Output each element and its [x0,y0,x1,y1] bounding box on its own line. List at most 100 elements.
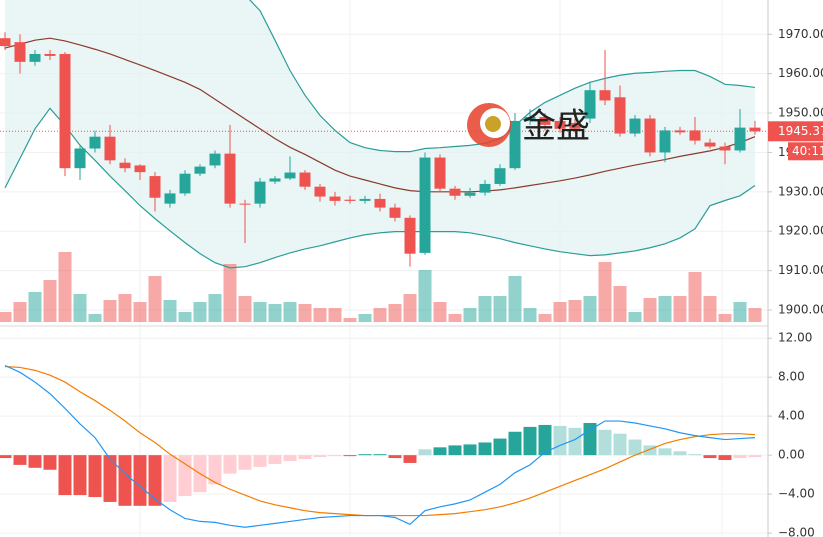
countdown-label: 40:11 [792,144,823,158]
volume-bar [433,302,447,322]
histogram-bar [148,455,162,506]
y-tick-label: 1920.00 [778,224,823,238]
histogram-bar [13,455,27,465]
volume-bar [298,304,312,322]
volume-bar [328,308,342,322]
histogram-bar [223,455,237,474]
candle-body [239,203,251,205]
candle-body [569,122,581,129]
candle-body [119,162,131,169]
volume-bar [208,294,222,322]
y-tick-label: 1930.00 [778,184,823,198]
volume-bar [118,294,132,322]
volume-bar [88,314,102,322]
histogram-bar [133,455,147,506]
volume-bar [268,304,282,322]
histogram-bar [403,455,417,463]
volume-bar [403,294,417,322]
watermark: 金盛 [522,107,590,147]
y-tick-label: 1910.00 [778,263,823,277]
histogram-bar [358,454,372,456]
candle-body [554,120,566,129]
histogram-bar [508,431,522,456]
histogram-bar [433,447,447,456]
band-lower [4,107,756,269]
y-tick-label: 12.00 [778,331,812,345]
candle-body [134,165,146,173]
candle-body [344,199,356,201]
volume-bar [703,296,717,322]
y-tick-label: 1970.00 [778,27,823,41]
volume-bar [283,302,297,322]
histogram-bar [103,455,117,502]
y-tick-label: 4.00 [778,409,805,423]
band-fill [5,0,755,268]
macd-panel [0,364,762,528]
histogram-bar [718,455,732,461]
volume-bar [313,308,327,322]
candle-body [404,217,416,254]
candle-body [89,136,101,149]
volume-bar [28,292,42,322]
volume-bar [523,308,537,322]
volume-bar [43,280,57,322]
histogram-bar [343,455,357,457]
histogram-bar [643,445,657,456]
histogram-bar [73,455,87,496]
histogram-bar [253,455,267,467]
histogram-bar [418,449,432,456]
volume-bar [643,298,657,322]
candle-body [374,198,386,208]
volume-bar [448,314,462,322]
volume-bar [688,272,702,322]
histogram-bar [598,429,612,456]
volume-bar [13,302,27,322]
volume-bar [163,300,177,322]
volume-bar [598,262,612,322]
last-price-label: 1945.37 [778,124,823,138]
candle-body [104,136,116,161]
histogram-bar [58,455,72,496]
volume-bar [133,302,147,322]
candle-body [0,38,11,47]
histogram-bar [733,455,747,459]
volume-bar [673,296,687,322]
candle-body [419,157,431,253]
candle-body [494,168,506,184]
candle-body [194,166,206,174]
volume-bar [553,302,567,322]
candle-body [479,183,491,193]
volume-bar [388,304,402,322]
histogram-bar [88,455,102,498]
candle-body [509,120,521,169]
logo: 金盛 [467,103,590,147]
candle-body [269,178,281,182]
candle-body [59,53,71,169]
histogram-bar [298,455,312,460]
candle-body [149,176,161,198]
histogram-bar [238,455,252,470]
candle-body [44,53,56,56]
histogram-bar [328,455,342,457]
histogram-bar [0,455,12,459]
histogram-bar [163,455,177,502]
y-tick-label: 0.00 [778,448,805,462]
histogram-bar [583,422,597,456]
candle-body [254,181,266,204]
volume-bar [613,286,627,322]
volume-bar [58,252,72,322]
histogram-bar [658,448,672,456]
histogram-bar [703,455,717,459]
candle-body [719,146,731,151]
volume-bar [103,300,117,322]
histogram-bar [373,454,387,456]
candle-body [434,157,446,189]
candle-body [224,153,236,204]
y-tick-label: 1960.00 [778,66,823,80]
volume-bar [253,302,267,322]
histogram-bar [208,455,222,485]
candle-body [164,193,176,204]
candle-body [599,90,611,101]
